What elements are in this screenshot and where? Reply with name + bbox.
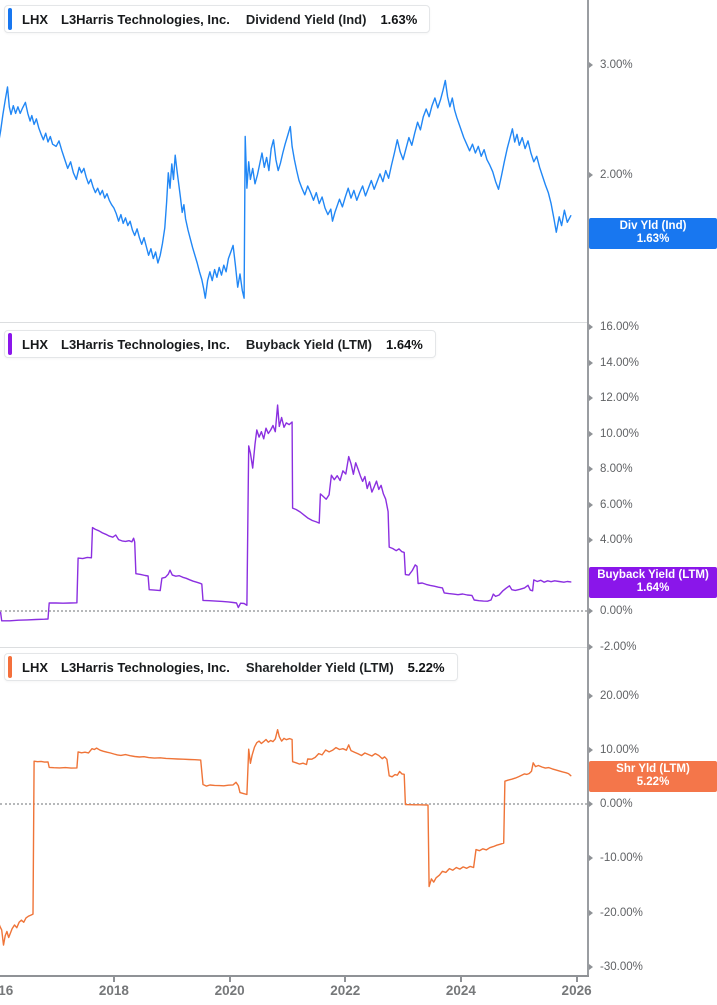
y-tick-label: 2.00% bbox=[600, 168, 633, 181]
y-tick-marker bbox=[589, 746, 593, 753]
metric-name: Buyback Yield (LTM) bbox=[245, 336, 372, 352]
y-tick-marker bbox=[589, 608, 593, 614]
y-tick-marker bbox=[589, 395, 593, 401]
x-tick-label: 2020 bbox=[214, 983, 245, 998]
y-tick-marker bbox=[589, 909, 593, 916]
zero-reference-line bbox=[0, 610, 587, 612]
x-axis-line bbox=[0, 975, 589, 977]
zero-reference-line bbox=[0, 803, 587, 805]
last-value-badge-1: Buyback Yield (LTM) 1.64% bbox=[589, 566, 717, 598]
y-tick-label: 6.00% bbox=[600, 498, 633, 511]
last-value-badge-2: Shr Yld (LTM) 5.22% bbox=[589, 760, 717, 792]
y-tick-marker bbox=[589, 171, 593, 178]
x-tick-label: 2024 bbox=[445, 983, 476, 998]
y-tick-marker bbox=[589, 466, 593, 472]
y-tick-marker bbox=[589, 801, 593, 807]
y-tick-label: 0.00% bbox=[600, 605, 633, 617]
y-tick-label: 4.00% bbox=[600, 534, 633, 546]
y-tick-marker bbox=[589, 643, 593, 650]
badge-value: 1.64% bbox=[636, 582, 670, 594]
x-tick-mark bbox=[459, 977, 462, 982]
company-name: L3Harris Technologies, Inc. bbox=[61, 11, 230, 27]
y-tick-label: -30.00% bbox=[600, 960, 643, 973]
y-tick-label: -10.00% bbox=[600, 852, 643, 865]
y-tick-marker bbox=[589, 855, 593, 862]
y-tick-label: -20.00% bbox=[600, 906, 643, 919]
ticker-symbol: LHX bbox=[22, 336, 48, 352]
series-line-1 bbox=[0, 404, 572, 622]
y-tick-label: 0.00% bbox=[600, 798, 633, 810]
badge-metric-label: Div Yld (Ind) bbox=[619, 220, 687, 232]
ticker-symbol: LHX bbox=[22, 11, 48, 27]
y-tick-label: 10.00% bbox=[600, 743, 640, 756]
y-tick-marker bbox=[589, 501, 593, 508]
y-tick-marker bbox=[589, 61, 593, 68]
y-tick-marker bbox=[589, 537, 593, 543]
metric-value: 5.22% bbox=[407, 659, 445, 675]
y-tick-marker bbox=[589, 963, 593, 970]
panel-divider bbox=[0, 647, 588, 648]
y-tick-marker bbox=[589, 324, 593, 330]
x-tick-mark bbox=[575, 977, 578, 982]
panel-buyback-yield[interactable]: LHX L3Harris Technologies, Inc. Buyback … bbox=[0, 323, 717, 648]
series-header-buyback-yield[interactable]: LHX L3Harris Technologies, Inc. Buyback … bbox=[4, 330, 436, 358]
y-tick-label: 8.00% bbox=[600, 463, 633, 475]
series-line-2 bbox=[0, 729, 572, 946]
badge-value: 1.63% bbox=[636, 233, 670, 245]
panel-divider bbox=[0, 322, 588, 323]
company-name: L3Harris Technologies, Inc. bbox=[61, 336, 230, 352]
y-tick-label: 3.00% bbox=[600, 58, 633, 71]
y-tick-marker bbox=[589, 692, 593, 699]
series-accent-shareholder bbox=[8, 656, 12, 678]
y-tick-label: -2.00% bbox=[600, 640, 637, 653]
ticker-symbol: LHX bbox=[22, 659, 48, 675]
series-header-dividend-yield[interactable]: LHX L3Harris Technologies, Inc. Dividend… bbox=[4, 5, 431, 33]
right-axis-line bbox=[587, 0, 589, 977]
metric-value: 1.64% bbox=[385, 336, 423, 352]
series-header-shareholder-yield[interactable]: LHX L3Harris Technologies, Inc. Sharehol… bbox=[4, 653, 458, 681]
x-tick-label: 2016 bbox=[0, 983, 14, 998]
x-tick-label: 2018 bbox=[98, 983, 129, 998]
last-value-badge-0: Div Yld (Ind) 1.63% bbox=[589, 217, 717, 249]
y-tick-marker bbox=[589, 359, 593, 366]
metric-value: 1.63% bbox=[380, 11, 418, 27]
y-tick-label: 14.00% bbox=[600, 356, 640, 369]
panel-shareholder-yield[interactable]: LHX L3Harris Technologies, Inc. Sharehol… bbox=[0, 648, 717, 975]
x-tick-mark bbox=[228, 977, 231, 982]
badge-metric-label: Buyback Yield (LTM) bbox=[597, 569, 709, 581]
x-tick-label: 2026 bbox=[561, 983, 592, 998]
x-tick-mark bbox=[344, 977, 347, 982]
series-line-0 bbox=[0, 79, 572, 299]
y-tick-label: 16.00% bbox=[600, 321, 640, 333]
x-tick-label: 2022 bbox=[330, 983, 361, 998]
y-tick-label: 12.00% bbox=[600, 392, 640, 404]
series-accent-dividend bbox=[8, 8, 12, 30]
badge-value: 5.22% bbox=[636, 776, 670, 788]
y-tick-label: 20.00% bbox=[600, 689, 640, 702]
metric-name: Shareholder Yield (LTM) bbox=[245, 659, 394, 675]
metric-name: Dividend Yield (Ind) bbox=[245, 11, 367, 27]
x-tick-mark bbox=[112, 977, 115, 982]
y-tick-marker bbox=[589, 430, 593, 437]
badge-metric-label: Shr Yld (LTM) bbox=[616, 763, 690, 775]
series-accent-buyback bbox=[8, 333, 12, 355]
company-name: L3Harris Technologies, Inc. bbox=[61, 659, 230, 675]
panel-dividend-yield[interactable]: LHX L3Harris Technologies, Inc. Dividend… bbox=[0, 0, 717, 323]
y-tick-label: 10.00% bbox=[600, 427, 640, 440]
